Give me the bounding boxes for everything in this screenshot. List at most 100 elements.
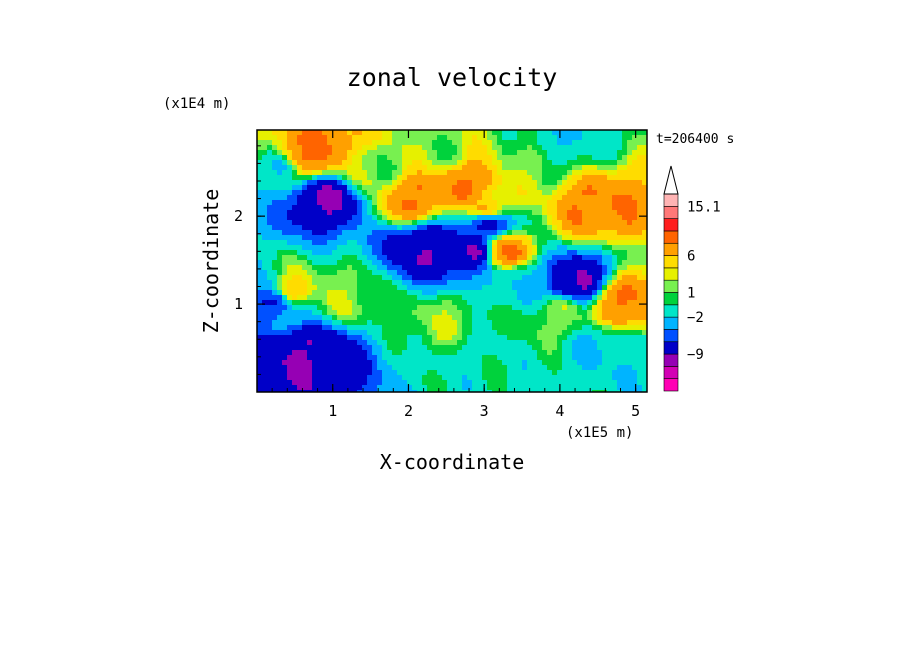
field-cell [277,185,282,190]
field-cell [422,350,427,355]
field-cell [417,385,422,390]
field-cell [282,145,287,150]
field-cell [622,350,627,355]
field-cell [507,245,512,250]
field-cell [417,180,422,185]
field-cell [467,160,472,165]
field-cell [322,345,327,350]
field-cell [292,185,297,190]
field-cell [322,360,327,365]
field-cell [452,185,457,190]
field-cell [367,150,372,155]
field-cell [277,305,282,310]
field-cell [522,350,527,355]
field-cell [267,140,272,145]
field-cell [412,195,417,200]
field-cell [277,375,282,380]
field-cell [372,335,377,340]
field-cell [512,185,517,190]
field-cell [292,390,297,392]
field-cell [642,210,647,215]
field-cell [377,215,382,220]
field-cell [407,355,412,360]
field-cell [477,160,482,165]
field-cell [577,315,582,320]
field-cell [532,315,537,320]
field-cell [497,280,502,285]
field-cell [317,150,322,155]
field-cell [437,165,442,170]
field-cell [347,240,352,245]
field-cell [357,190,362,195]
field-cell [347,195,352,200]
field-cell [277,350,282,355]
field-cell [507,170,512,175]
field-cell [342,245,347,250]
field-cell [597,255,602,260]
field-cell [542,370,547,375]
field-cell [632,385,637,390]
field-cell [552,335,557,340]
field-cell [567,135,572,140]
field-cell [627,250,632,255]
field-cell [522,340,527,345]
field-cell [612,280,617,285]
field-cell [612,375,617,380]
field-cell [502,170,507,175]
field-cell [492,175,497,180]
field-cell [407,205,412,210]
field-cell [497,315,502,320]
field-cell [607,255,612,260]
field-cell [427,385,432,390]
field-cell [562,350,567,355]
field-cell [307,270,312,275]
field-cell [362,220,367,225]
field-cell [322,225,327,230]
field-cell [417,245,422,250]
field-cell [642,260,647,265]
field-cell [297,210,302,215]
field-cell [592,345,597,350]
field-cell [412,140,417,145]
field-cell [632,235,637,240]
field-cell [447,250,452,255]
field-cell [537,225,542,230]
field-cell [257,220,262,225]
field-cell [632,365,637,370]
field-cell [572,130,577,135]
field-cell [517,155,522,160]
field-cell [307,265,312,270]
field-cell [462,310,467,315]
field-cell [347,245,352,250]
field-cell [587,390,592,392]
field-cell [597,195,602,200]
field-cell [267,325,272,330]
field-cell [417,265,422,270]
field-cell [612,275,617,280]
field-cell [292,245,297,250]
field-cell [367,360,372,365]
field-cell [472,345,477,350]
field-cell [537,295,542,300]
field-cell [532,215,537,220]
field-cell [397,220,402,225]
field-cell [432,135,437,140]
field-cell [622,270,627,275]
field-cell [367,135,372,140]
field-cell [452,320,457,325]
field-cell [437,225,442,230]
field-cell [262,210,267,215]
field-cell [327,165,332,170]
field-cell [497,380,502,385]
field-cell [422,265,427,270]
field-cell [302,130,307,135]
field-cell [617,280,622,285]
field-cell [522,270,527,275]
field-cell [387,270,392,275]
field-cell [607,295,612,300]
field-cell [547,390,552,392]
field-cell [622,330,627,335]
field-cell [367,155,372,160]
field-cell [522,230,527,235]
field-cell [347,205,352,210]
